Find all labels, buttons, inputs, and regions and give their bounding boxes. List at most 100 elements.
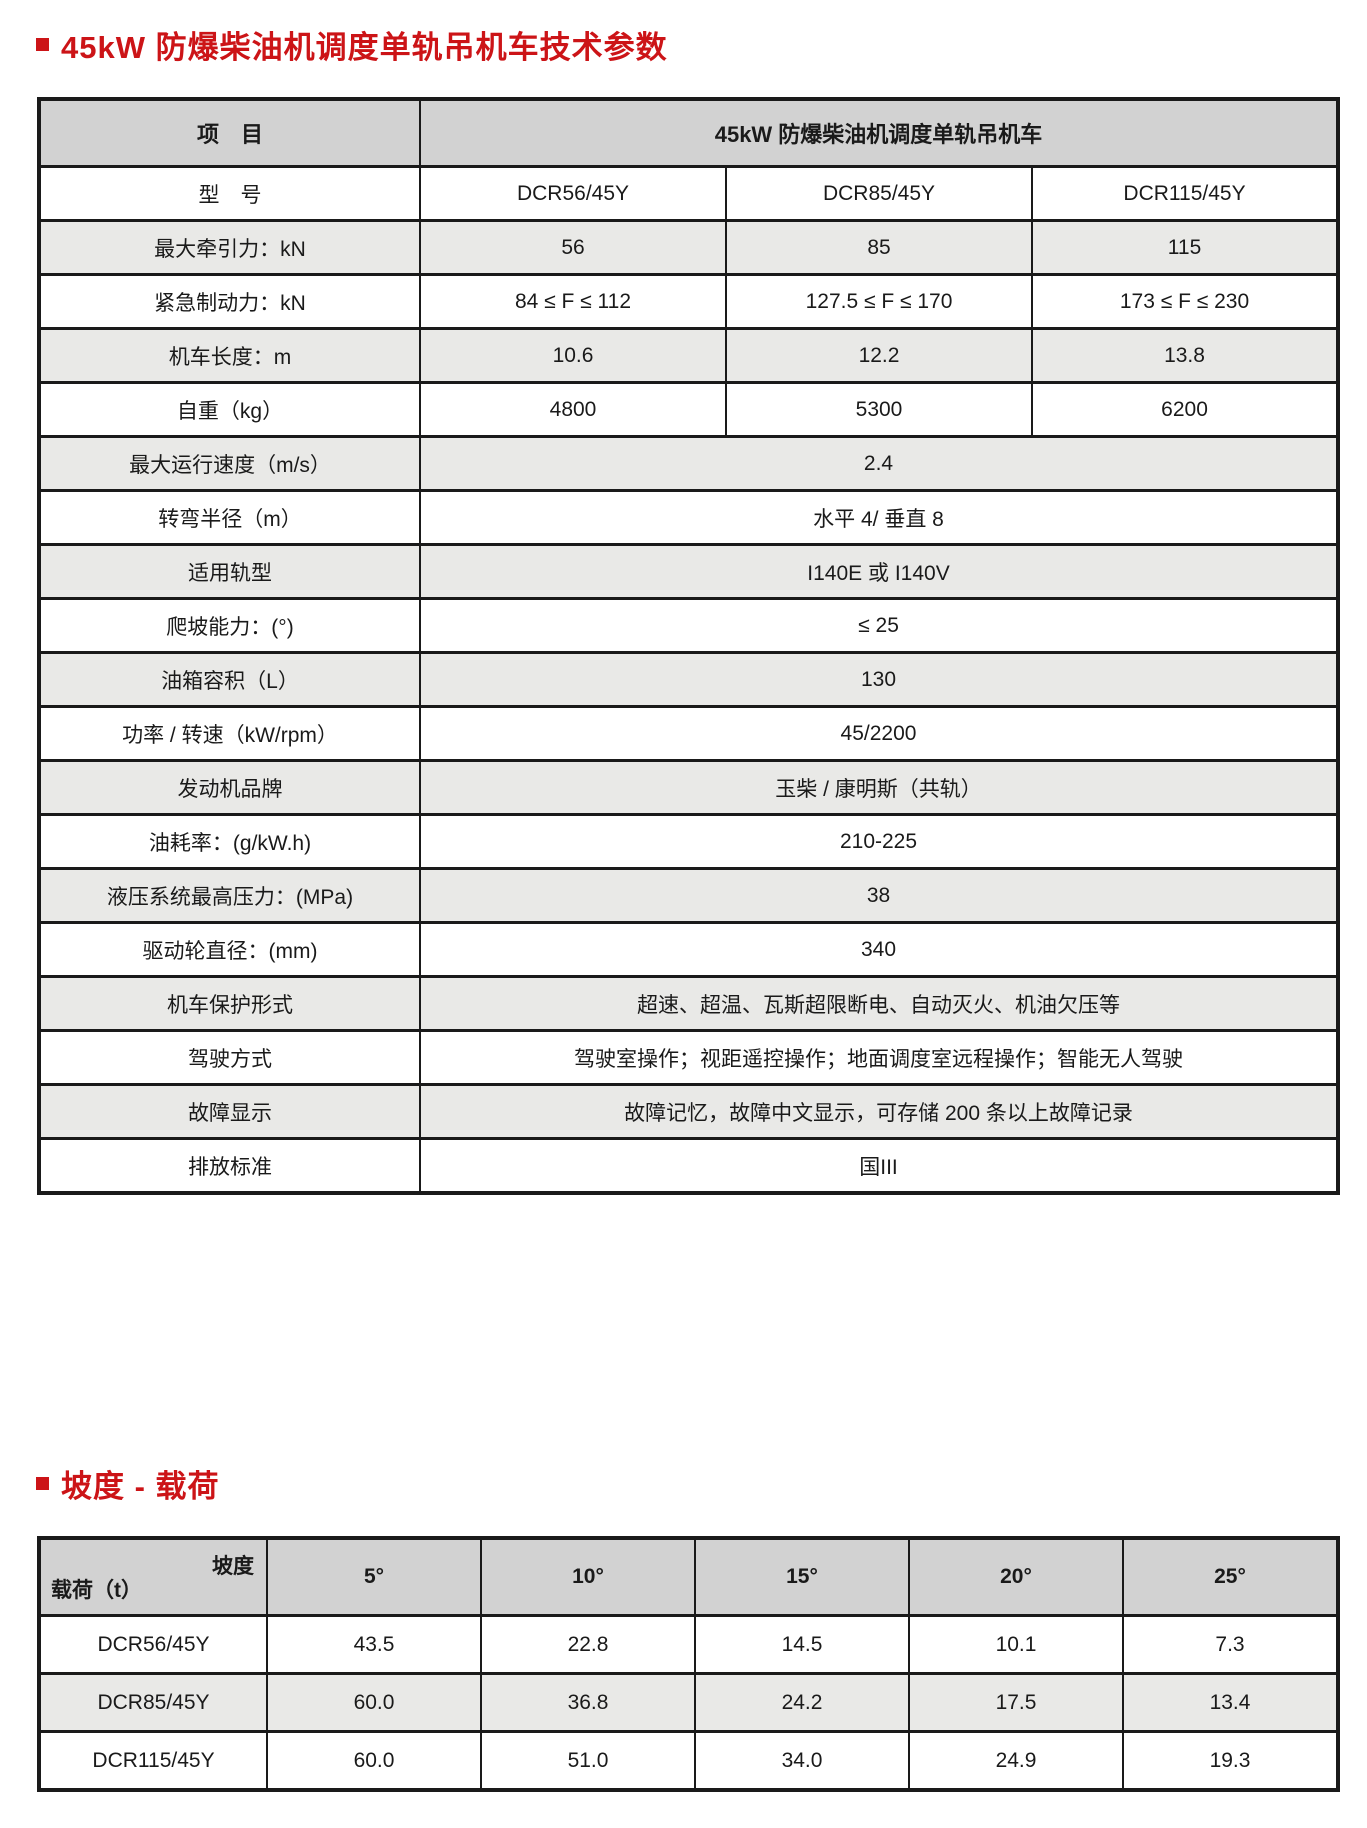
- spec-value: 56: [419, 219, 727, 276]
- spec-table-row: 驱动轮直径：(mm) 340: [38, 921, 1340, 978]
- load-value: 24.2: [694, 1672, 910, 1733]
- load-value: 10.1: [908, 1614, 1124, 1675]
- slope-column-header: 25°: [1122, 1536, 1339, 1617]
- section1-title-text: 45kW 防爆柴油机调度单轨吊机车技术参数: [61, 30, 668, 65]
- load-model-label: DCR56/45Y: [38, 1614, 268, 1675]
- spec-table-row: 油箱容积（L） 130: [38, 651, 1340, 708]
- spec-table-row: 液压系统最高压力：(MPa) 38: [38, 867, 1340, 924]
- spec-param-label: 驾驶方式: [38, 1029, 421, 1086]
- load-value: 7.3: [1122, 1614, 1339, 1675]
- spec-table-row: 机车长度：m 10.6 12.2 13.8: [38, 327, 1340, 384]
- load-table-header-row: 坡度 载荷（t） 5° 10° 15° 20° 25°: [38, 1536, 1339, 1617]
- load-value: 60.0: [266, 1672, 482, 1733]
- spec-value: 127.5 ≤ F ≤ 170: [725, 273, 1033, 330]
- spec-value: 4800: [419, 381, 727, 438]
- spec-table: 项 目 45kW 防爆柴油机调度单轨吊机车 型 号 DCR56/45Y DCR85/…: [37, 97, 1341, 1195]
- spec-param-label: 功率 / 转速（kW/rpm）: [38, 705, 421, 762]
- load-value: 36.8: [480, 1672, 696, 1733]
- spec-value: 6200: [1030, 381, 1340, 438]
- spec-value-merged: 故障记忆，故障中文显示，可存储 200 条以上故障记录: [418, 1083, 1340, 1140]
- spec-value-merged: 水平 4/ 垂直 8: [418, 489, 1340, 546]
- spec-table-row: 爬坡能力：(°) ≤ 25: [38, 597, 1340, 654]
- spec-table-row: 紧急制动力：kN 84 ≤ F ≤ 112 127.5 ≤ F ≤ 170 173 ≤…: [38, 273, 1340, 330]
- load-value: 34.0: [694, 1730, 910, 1792]
- spec-value: 84 ≤ F ≤ 112: [419, 273, 727, 330]
- spec-table-row: 自重（kg） 4800 5300 6200: [38, 381, 1340, 438]
- spec-table-row: 油耗率：(g/kW.h) 210-225: [38, 813, 1340, 870]
- slope-column-header: 20°: [908, 1536, 1124, 1617]
- spec-table-row: 转弯半径（m） 水平 4/ 垂直 8: [38, 489, 1340, 546]
- spec-value-merged: 340: [418, 921, 1340, 978]
- load-value: 13.4: [1122, 1672, 1339, 1733]
- spec-value: 115: [1030, 219, 1340, 276]
- spec-param-label: 自重（kg）: [38, 381, 421, 438]
- spec-table-row: 故障显示 故障记忆，故障中文显示，可存储 200 条以上故障记录: [38, 1083, 1340, 1140]
- red-square-bullet-icon: [36, 1477, 49, 1490]
- load-table-row: DCR85/45Y 60.0 36.8 24.2 17.5 13.4: [38, 1672, 1339, 1733]
- spec-value-merged: 超速、超温、瓦斯超限断电、自动灭火、机油欠压等: [418, 975, 1340, 1032]
- load-value: 43.5: [266, 1614, 482, 1675]
- spec-table-body: 项 目 45kW 防爆柴油机调度单轨吊机车 型 号 DCR56/45Y DCR85/…: [38, 97, 1340, 1195]
- spec-param-label: 故障显示: [38, 1083, 421, 1140]
- spec-header-item-cell: 项 目: [38, 97, 421, 168]
- load-table-body: 坡度 载荷（t） 5° 10° 15° 20° 25° DCR56/45Y 43.5 22.…: [38, 1536, 1339, 1792]
- spec-param-label: 最大牵引力：kN: [38, 219, 421, 276]
- spec-value-merged: 130: [418, 651, 1340, 708]
- load-value: 24.9: [908, 1730, 1124, 1792]
- red-square-bullet-icon: [36, 38, 49, 51]
- spec-param-label: 型 号: [38, 165, 421, 222]
- spec-param-label: 液压系统最高压力：(MPa): [38, 867, 421, 924]
- spec-value-merged: 45/2200: [418, 705, 1340, 762]
- spec-param-label: 油耗率：(g/kW.h): [38, 813, 421, 870]
- load-model-label: DCR115/45Y: [38, 1730, 268, 1792]
- spec-value: 13.8: [1030, 327, 1340, 384]
- load-table-row: DCR115/45Y 60.0 51.0 34.0 24.9 19.3: [38, 1730, 1339, 1792]
- load-table: 坡度 载荷（t） 5° 10° 15° 20° 25° DCR56/45Y 43.5 22.…: [37, 1536, 1340, 1792]
- load-value: 19.3: [1122, 1730, 1339, 1792]
- spec-param-label: 机车长度：m: [38, 327, 421, 384]
- spec-value: 173 ≤ F ≤ 230: [1030, 273, 1340, 330]
- slope-column-header: 5°: [266, 1536, 482, 1617]
- corner-load-label: 载荷（t）: [51, 1579, 142, 1602]
- spec-table-row: 最大牵引力：kN 56 85 115: [38, 219, 1340, 276]
- spec-table-row: 型 号 DCR56/45Y DCR85/45Y DCR115/45Y: [38, 165, 1340, 222]
- spec-table-row: 机车保护形式 超速、超温、瓦斯超限断电、自动灭火、机油欠压等: [38, 975, 1340, 1032]
- diagonal-corner-cell: 坡度 载荷（t）: [38, 1536, 268, 1617]
- spec-table-row: 最大运行速度（m/s） 2.4: [38, 435, 1340, 492]
- load-model-label: DCR85/45Y: [38, 1672, 268, 1733]
- spec-param-label: 油箱容积（L）: [38, 651, 421, 708]
- spec-value-merged: ≤ 25: [418, 597, 1340, 654]
- spec-value-merged: 38: [418, 867, 1340, 924]
- load-value: 51.0: [480, 1730, 696, 1792]
- load-value: 14.5: [694, 1614, 910, 1675]
- spec-value-merged: 驾驶室操作；视距遥控操作；地面调度室远程操作；智能无人驾驶: [418, 1029, 1340, 1086]
- spec-value-merged: 国III: [418, 1137, 1340, 1195]
- section2-title-text: 坡度 - 载荷: [61, 1469, 220, 1504]
- spec-param-label: 爬坡能力：(°): [38, 597, 421, 654]
- spec-table-row: 发动机品牌 玉柴 / 康明斯（共轨）: [38, 759, 1340, 816]
- spec-value-merged: 210-225: [418, 813, 1340, 870]
- load-table-row: DCR56/45Y 43.5 22.8 14.5 10.1 7.3: [38, 1614, 1339, 1675]
- slope-column-header: 10°: [480, 1536, 696, 1617]
- section2-heading: 坡度 - 载荷: [36, 1461, 1367, 1506]
- load-value: 17.5: [908, 1672, 1124, 1733]
- spec-value: 85: [725, 219, 1033, 276]
- spec-table-header-row: 项 目 45kW 防爆柴油机调度单轨吊机车: [38, 97, 1340, 168]
- spec-value: 12.2: [725, 327, 1033, 384]
- spec-value-merged: 2.4: [418, 435, 1340, 492]
- spec-param-label: 排放标准: [38, 1137, 421, 1195]
- spec-param-label: 机车保护形式: [38, 975, 421, 1032]
- spec-value-merged: 玉柴 / 康明斯（共轨）: [418, 759, 1340, 816]
- spec-table-row: 适用轨型 I140E 或 I140V: [38, 543, 1340, 600]
- spec-value: DCR56/45Y: [419, 165, 727, 222]
- spec-value: DCR85/45Y: [725, 165, 1033, 222]
- spec-param-label: 转弯半径（m）: [38, 489, 421, 546]
- load-value: 60.0: [266, 1730, 482, 1792]
- spec-value: 5300: [725, 381, 1033, 438]
- spec-value: 10.6: [419, 327, 727, 384]
- spec-param-label: 适用轨型: [38, 543, 421, 600]
- spec-value-merged: I140E 或 I140V: [418, 543, 1340, 600]
- slope-column-header: 15°: [694, 1536, 910, 1617]
- load-value: 22.8: [480, 1614, 696, 1675]
- spec-value: DCR115/45Y: [1030, 165, 1340, 222]
